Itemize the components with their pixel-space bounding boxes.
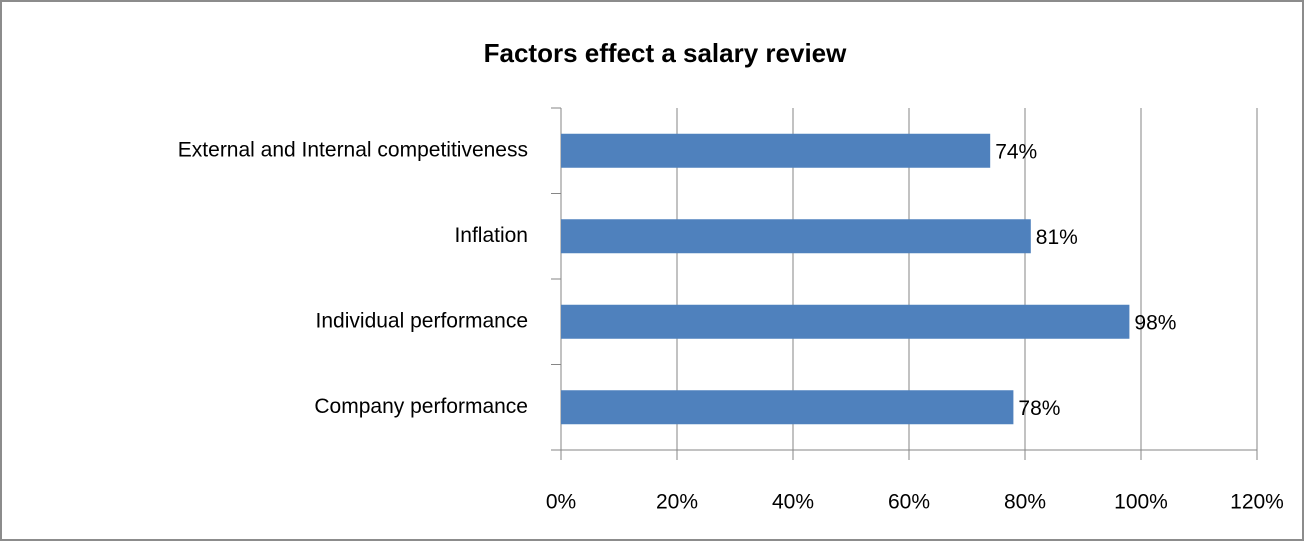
bar xyxy=(561,219,1031,254)
bar xyxy=(561,390,1014,425)
bar xyxy=(561,304,1130,339)
y-tick-label: Company performance xyxy=(314,395,528,418)
data-label: 74% xyxy=(995,140,1037,163)
bar xyxy=(561,133,991,168)
x-tick-label: 20% xyxy=(656,491,698,514)
data-label: 98% xyxy=(1134,311,1176,334)
chart-title: Factors effect a salary review xyxy=(484,38,848,68)
data-label: 81% xyxy=(1036,226,1078,249)
y-tick-label: Inflation xyxy=(454,224,528,247)
x-tick-label: 120% xyxy=(1230,491,1284,514)
y-tick-label: External and Internal competitiveness xyxy=(178,138,528,161)
y-tick-label: Individual performance xyxy=(316,309,528,332)
x-tick-label: 60% xyxy=(888,491,930,514)
x-tick-label: 80% xyxy=(1004,491,1046,514)
data-label: 78% xyxy=(1018,397,1060,420)
x-tick-label: 0% xyxy=(546,491,576,514)
x-tick-label: 100% xyxy=(1114,491,1168,514)
x-tick-label: 40% xyxy=(772,491,814,514)
